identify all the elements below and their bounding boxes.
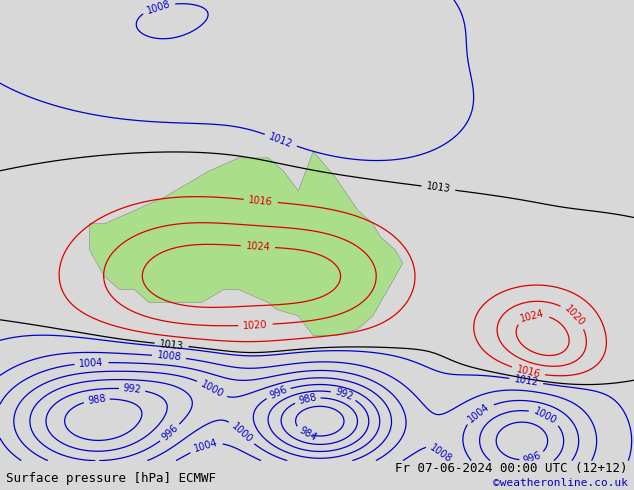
Text: 1020: 1020 [243, 319, 268, 331]
Text: 1013: 1013 [425, 181, 451, 195]
Text: 984: 984 [297, 425, 318, 442]
Text: 1020: 1020 [562, 303, 586, 328]
Text: 992: 992 [333, 387, 354, 403]
Text: 996: 996 [522, 450, 543, 466]
Text: Surface pressure [hPa] ECMWF: Surface pressure [hPa] ECMWF [6, 472, 216, 485]
Text: Fr 07-06-2024 00:00 UTC (12+12): Fr 07-06-2024 00:00 UTC (12+12) [395, 462, 628, 475]
Text: 1000: 1000 [532, 406, 558, 426]
Text: 988: 988 [87, 393, 107, 406]
Text: 1024: 1024 [245, 241, 271, 252]
Text: 1008: 1008 [157, 350, 182, 363]
Text: 1008: 1008 [145, 0, 172, 16]
Text: 1000: 1000 [199, 379, 225, 399]
Text: 1013: 1013 [158, 339, 184, 351]
Text: 1008: 1008 [428, 442, 454, 465]
Polygon shape [89, 151, 403, 336]
Text: ©weatheronline.co.uk: ©weatheronline.co.uk [493, 478, 628, 488]
Text: 996: 996 [268, 384, 288, 401]
Text: 1004: 1004 [466, 401, 492, 424]
Text: 1012: 1012 [514, 374, 539, 388]
Text: 1004: 1004 [79, 357, 104, 368]
Text: 1012: 1012 [268, 131, 294, 149]
Text: 996: 996 [160, 423, 180, 443]
Text: 988: 988 [297, 392, 318, 406]
Text: 1016: 1016 [515, 364, 541, 380]
Text: 1004: 1004 [193, 438, 219, 454]
Text: 1024: 1024 [519, 308, 545, 324]
Text: 1016: 1016 [248, 195, 273, 207]
Text: 992: 992 [122, 383, 142, 395]
Text: 1000: 1000 [229, 421, 254, 445]
